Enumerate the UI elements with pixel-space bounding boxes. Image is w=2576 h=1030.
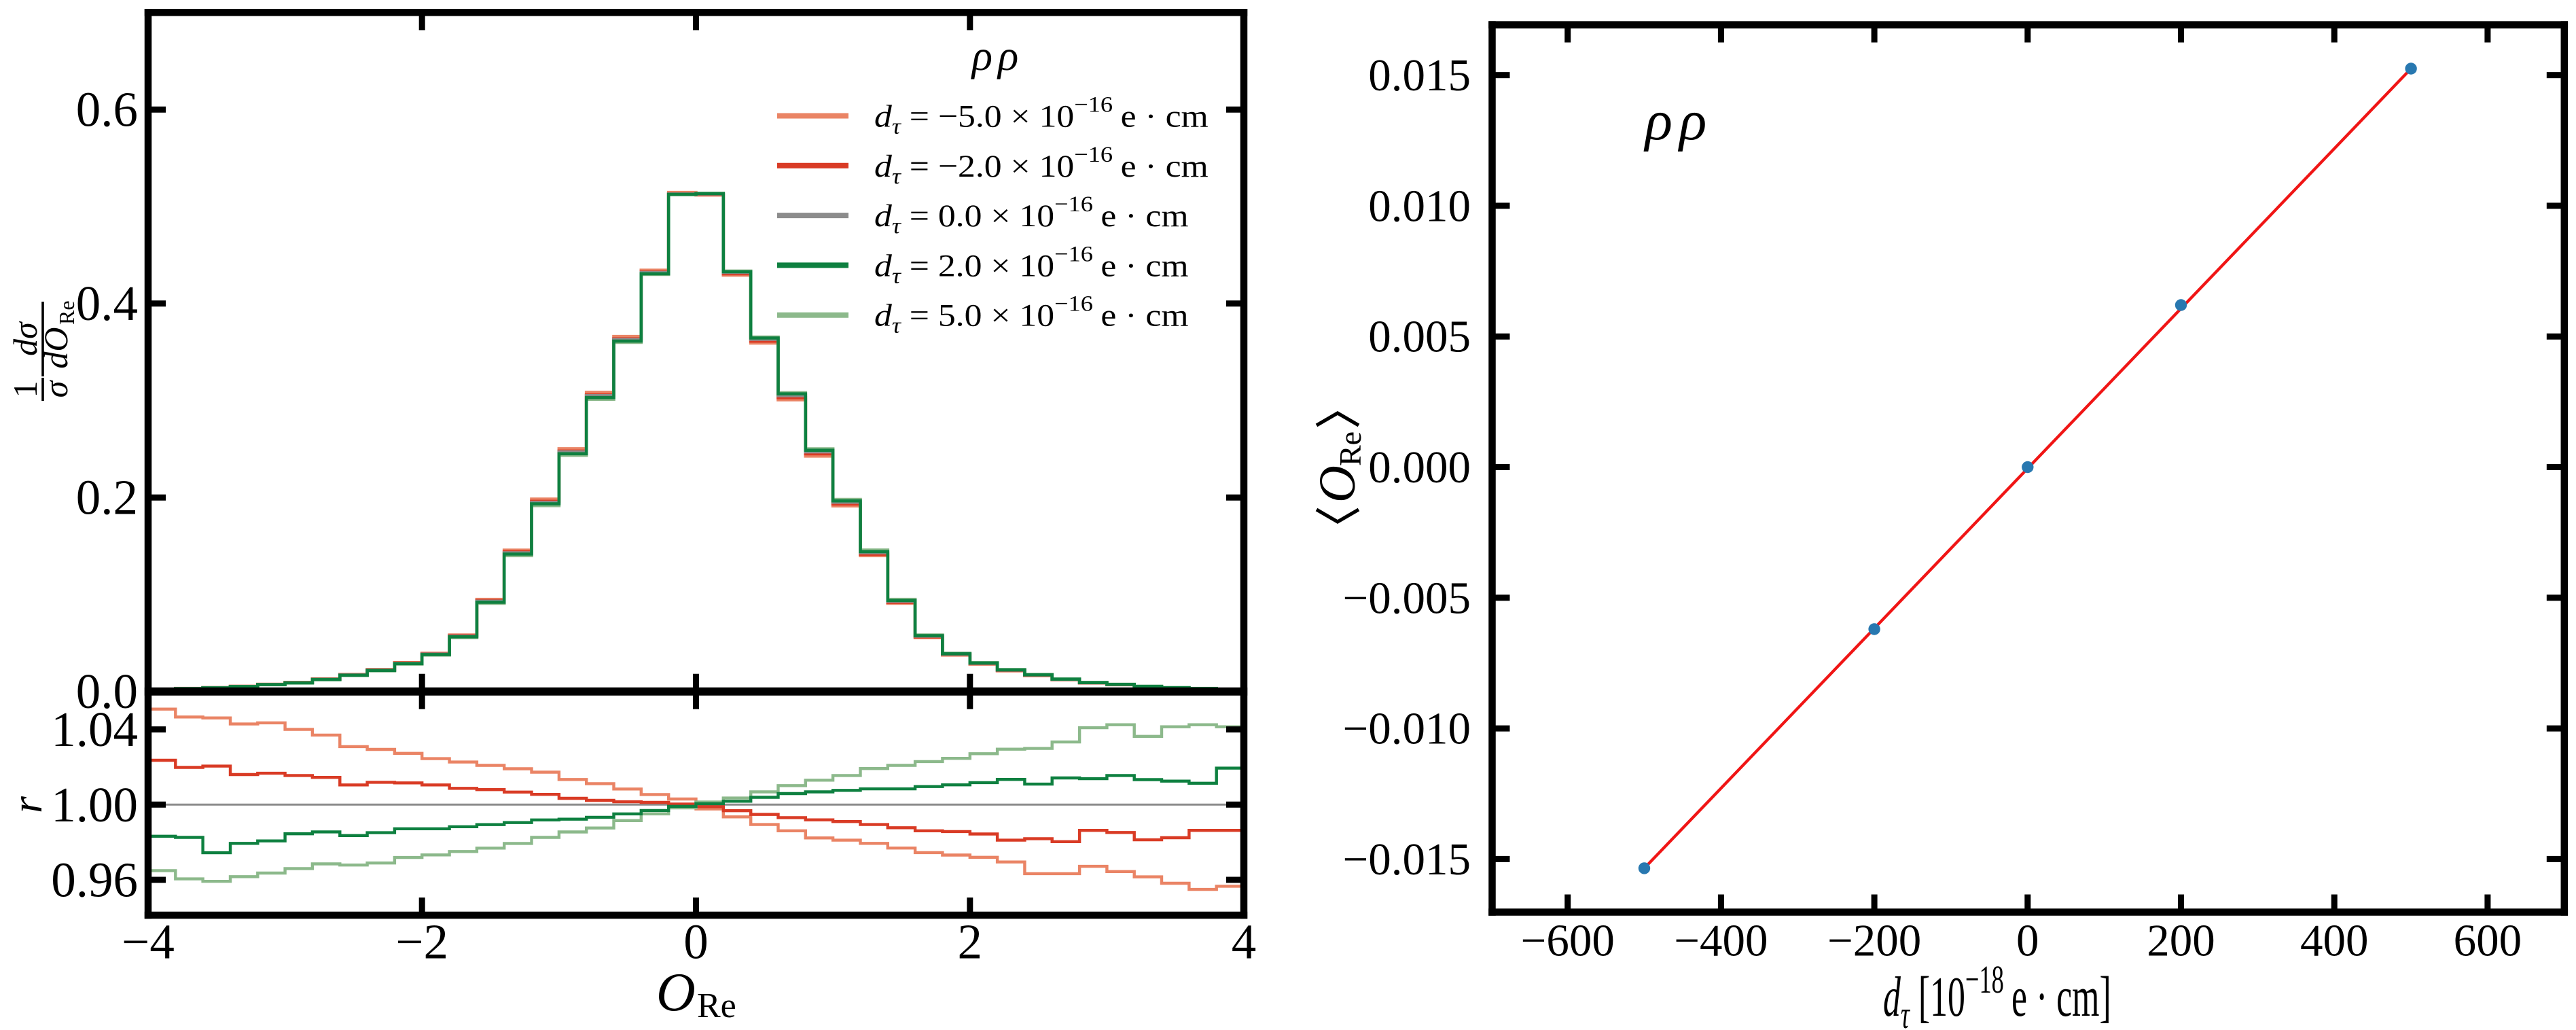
svg-text:0.015: 0.015 (1368, 50, 1471, 101)
svg-text:0.000: 0.000 (1368, 442, 1471, 493)
svg-text:0.0: 0.0 (76, 664, 138, 719)
svg-text:Re: Re (1333, 431, 1367, 466)
svg-text:400: 400 (2300, 916, 2369, 966)
svg-text:−0.015: −0.015 (1342, 834, 1471, 885)
svg-text:dτ = 0.0 × 10−16 e · cm: dτ = 0.0 × 10−16 e · cm (874, 192, 1189, 238)
svg-text:2: 2 (958, 914, 983, 970)
svg-text:r: r (3, 796, 51, 813)
svg-text:ρρ: ρρ (1643, 89, 1714, 152)
svg-text:1.00: 1.00 (51, 777, 138, 832)
svg-text:0: 0 (683, 914, 709, 970)
svg-text:−0.010: −0.010 (1342, 704, 1471, 754)
svg-text:0.6: 0.6 (76, 82, 138, 137)
svg-text:0.010: 0.010 (1368, 181, 1471, 231)
svg-text:O: O (656, 963, 696, 1023)
svg-text:ρρ: ρρ (971, 32, 1024, 79)
svg-text:dτ [10−18 e · cm]: dτ [10−18 e · cm] (1883, 957, 2111, 1030)
svg-text:0.2: 0.2 (76, 470, 138, 525)
svg-text:600: 600 (2454, 916, 2522, 966)
svg-text:Re: Re (54, 300, 79, 325)
svg-text:Re: Re (697, 987, 736, 1025)
svg-text:dτ = 2.0 × 10−16 e · cm: dτ = 2.0 × 10−16 e · cm (874, 241, 1189, 288)
svg-text:−2: −2 (395, 914, 448, 970)
svg-text:1.04: 1.04 (51, 702, 138, 757)
svg-text:O: O (1309, 465, 1366, 503)
svg-text:1: 1 (6, 381, 44, 398)
svg-text:−200: −200 (1827, 916, 1921, 966)
svg-text:0.4: 0.4 (76, 276, 138, 331)
svg-text:0.96: 0.96 (51, 853, 138, 908)
svg-text:dτ = −5.0 × 10−16 e · cm: dτ = −5.0 × 10−16 e · cm (874, 92, 1209, 139)
svg-text:dτ = −2.0 × 10−16 e · cm: dτ = −2.0 × 10−16 e · cm (874, 141, 1209, 188)
svg-text:−4: −4 (122, 914, 175, 970)
svg-text:−400: −400 (1674, 916, 1768, 966)
svg-text:0.005: 0.005 (1368, 312, 1471, 362)
svg-text:4: 4 (1232, 914, 1257, 970)
svg-text:−0.005: −0.005 (1342, 573, 1471, 623)
svg-text:−600: −600 (1521, 916, 1615, 966)
svg-text:200: 200 (2147, 916, 2215, 966)
svg-text:dO: dO (37, 327, 75, 368)
svg-text:σ: σ (37, 379, 75, 397)
svg-text:0: 0 (2016, 916, 2039, 966)
svg-text:dτ = 5.0 × 10−16 e · cm: dτ = 5.0 × 10−16 e · cm (874, 291, 1189, 338)
svg-text:dσ: dσ (6, 321, 44, 356)
